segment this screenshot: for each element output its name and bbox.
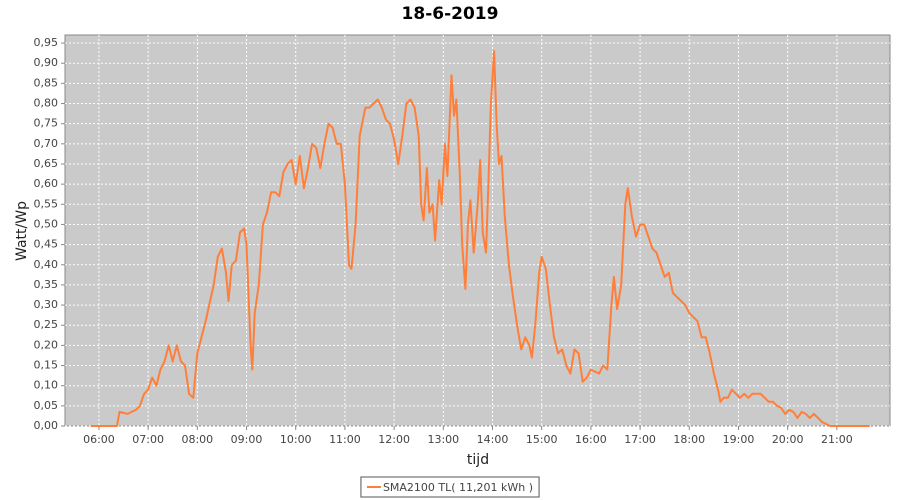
x-tick-label: 15:00 bbox=[526, 433, 558, 446]
y-tick-label: 0,25 bbox=[34, 318, 59, 331]
legend-box bbox=[360, 476, 540, 498]
y-tick-label: 0,20 bbox=[34, 338, 59, 351]
legend-label: SMA2100 TL( 11,201 kWh ) bbox=[383, 481, 533, 494]
x-tick-label: 13:00 bbox=[427, 433, 459, 446]
y-tick-label: 0,30 bbox=[34, 298, 59, 311]
x-tick-label: 11:00 bbox=[329, 433, 361, 446]
y-tick-label: 0,10 bbox=[34, 379, 59, 392]
plot-area bbox=[64, 34, 891, 427]
y-tick-label: 0,50 bbox=[34, 217, 59, 230]
line bbox=[90, 50, 870, 427]
x-axis-label: tijd bbox=[467, 452, 489, 468]
x-tick-label: 08:00 bbox=[181, 433, 213, 446]
y-tick-label: 0,55 bbox=[34, 197, 59, 210]
x-tick-label: 10:00 bbox=[280, 433, 312, 446]
x-tick-label: 19:00 bbox=[723, 433, 755, 446]
x-tick-label: 21:00 bbox=[821, 433, 853, 446]
x-tick-label: 18:00 bbox=[673, 433, 705, 446]
chart-title: 18-6-2019 bbox=[402, 4, 499, 24]
y-tick-label: 0,95 bbox=[34, 36, 59, 49]
y-tick-label: 0,80 bbox=[34, 97, 59, 110]
legend: SMA2100 TL( 11,201 kWh ) bbox=[360, 476, 540, 498]
x-tick-label: 06:00 bbox=[83, 433, 115, 446]
y-tick-label: 0,90 bbox=[34, 56, 59, 69]
x-tick-label: 14:00 bbox=[477, 433, 509, 446]
y-tick-label: 0,75 bbox=[34, 117, 59, 130]
x-tick-label: 17:00 bbox=[624, 433, 656, 446]
x-tick-label: 16:00 bbox=[575, 433, 607, 446]
x-tick-label: 12:00 bbox=[378, 433, 410, 446]
x-tick-label: 20:00 bbox=[772, 433, 804, 446]
x-tick-label: 07:00 bbox=[132, 433, 164, 446]
y-axis-label: Watt/Wp bbox=[14, 201, 30, 261]
y-tick-label: 0,60 bbox=[34, 177, 59, 190]
y-tick-label: 0,40 bbox=[34, 258, 59, 271]
y-tick-label: 0,70 bbox=[34, 137, 59, 150]
y-tick-label: 0,45 bbox=[34, 238, 59, 251]
y-tick-label: 0,35 bbox=[34, 278, 59, 291]
y-tick-label: 0,65 bbox=[34, 157, 59, 170]
x-tick-label: 09:00 bbox=[231, 433, 263, 446]
y-tick-label: 0,00 bbox=[34, 419, 59, 432]
y-tick-label: 0,15 bbox=[34, 359, 59, 372]
y-tick-label: 0,85 bbox=[34, 76, 59, 89]
y-tick-label: 0,05 bbox=[34, 399, 59, 412]
